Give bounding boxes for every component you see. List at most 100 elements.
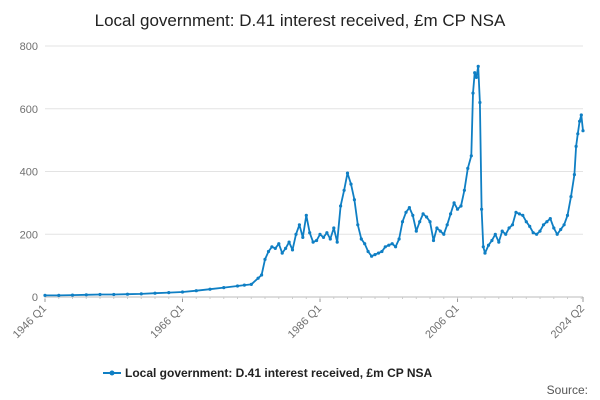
- data-point: [43, 293, 47, 297]
- data-point: [521, 213, 525, 217]
- data-point: [342, 188, 346, 192]
- data-point: [363, 242, 367, 246]
- data-point: [235, 284, 240, 288]
- x-tick-label: 2006 Q1: [423, 303, 461, 341]
- data-point: [442, 232, 446, 236]
- data-point: [328, 237, 332, 241]
- data-point: [315, 238, 319, 243]
- gridlines: [45, 45, 583, 298]
- y-axis-ticks: 0 200 400 600 800: [20, 41, 38, 304]
- data-point: [535, 232, 539, 236]
- data-point: [548, 217, 552, 221]
- data-point: [579, 113, 583, 117]
- data-point: [559, 227, 563, 232]
- data-point: [462, 188, 466, 192]
- legend-label: Local government: D.41 interest received…: [125, 366, 433, 380]
- data-point: [98, 292, 102, 297]
- data-point: [569, 195, 573, 199]
- data-point: [242, 283, 246, 287]
- x-tick-label: 1946 Q1: [11, 303, 49, 341]
- data-point: [435, 226, 439, 230]
- x-axis-ticks: 1946 Q1 1966 Q1 1986 Q1 2006 Q1 2024 Q2: [11, 297, 587, 341]
- data-point: [260, 273, 264, 277]
- data-point: [425, 215, 429, 219]
- legend[interactable]: Local government: D.41 interest received…: [103, 366, 433, 380]
- data-point: [380, 249, 384, 254]
- data-point: [70, 293, 75, 297]
- data-point: [339, 204, 343, 208]
- data-point: [194, 289, 198, 293]
- data-point: [352, 198, 356, 202]
- data-point: [449, 212, 453, 216]
- data-point: [452, 201, 456, 205]
- data-point: [531, 231, 535, 235]
- series-layer: [43, 64, 585, 297]
- data-point: [270, 245, 274, 249]
- data-point: [528, 224, 532, 228]
- data-point: [359, 237, 363, 241]
- data-point: [373, 253, 377, 257]
- data-point: [565, 213, 570, 217]
- data-point: [290, 248, 295, 252]
- data-point: [321, 235, 326, 239]
- data-point: [387, 243, 391, 247]
- data-point: [438, 229, 442, 233]
- data-point: [486, 243, 491, 247]
- data-point: [349, 182, 353, 186]
- data-point: [524, 220, 528, 224]
- data-point: [325, 231, 329, 235]
- data-point: [112, 292, 116, 297]
- data-point: [418, 220, 422, 224]
- y-tick-label: 400: [20, 167, 38, 179]
- data-point: [273, 246, 277, 250]
- data-point: [473, 71, 477, 75]
- data-point: [541, 223, 546, 227]
- source-label: Source:: [547, 383, 588, 397]
- data-point: [500, 229, 504, 233]
- data-point: [504, 232, 508, 236]
- data-point: [407, 206, 411, 210]
- data-point: [421, 212, 425, 216]
- data-point: [376, 251, 381, 255]
- data-point: [263, 257, 267, 261]
- data-point: [370, 254, 374, 258]
- data-point: [366, 249, 370, 254]
- data-point: [84, 293, 88, 297]
- data-point: [538, 229, 542, 233]
- data-point: [284, 246, 288, 250]
- y-tick-label: 200: [20, 229, 38, 241]
- data-point: [581, 129, 585, 133]
- data-point: [481, 245, 485, 249]
- y-tick-label: 600: [20, 104, 38, 116]
- series-line: [45, 65, 584, 297]
- data-point: [180, 290, 185, 294]
- data-point: [404, 210, 408, 214]
- data-point: [572, 173, 577, 177]
- data-point: [390, 242, 394, 246]
- data-point: [414, 229, 418, 233]
- data-point: [507, 226, 511, 230]
- data-point: [301, 235, 305, 239]
- data-point: [208, 287, 212, 291]
- data-point: [497, 240, 501, 244]
- y-tick-label: 0: [32, 292, 38, 304]
- data-point: [471, 91, 475, 95]
- data-point: [459, 204, 463, 208]
- data-point: [167, 291, 171, 295]
- data-point: [308, 231, 312, 235]
- data-point: [445, 223, 449, 227]
- data-point: [222, 286, 226, 290]
- data-point: [332, 226, 336, 230]
- data-point: [57, 293, 61, 297]
- data-point: [469, 154, 473, 158]
- data-point: [294, 232, 298, 236]
- data-point: [249, 282, 253, 286]
- data-point: [125, 292, 130, 296]
- data-point: [455, 207, 460, 211]
- data-point: [287, 240, 291, 244]
- y-tick-label: 800: [20, 41, 38, 53]
- data-point: [394, 245, 398, 249]
- data-point: [562, 223, 566, 227]
